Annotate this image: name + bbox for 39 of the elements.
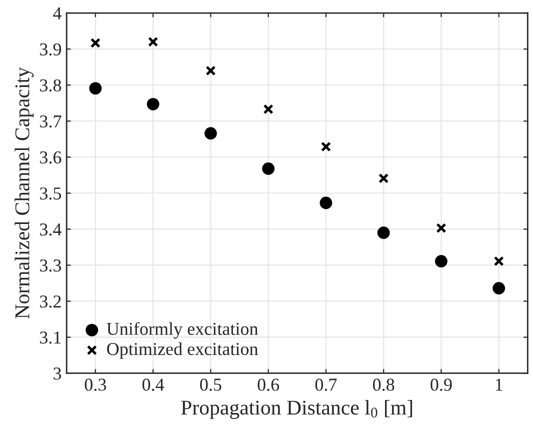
y-tick-label: 3.9 — [40, 43, 62, 56]
point — [435, 255, 448, 268]
y-tick-label: 4 — [53, 7, 62, 20]
y-tick-label: 3.2 — [40, 296, 61, 308]
point — [146, 98, 160, 110]
y-tick-label: 3.8 — [40, 79, 62, 92]
point — [148, 36, 158, 47]
x-tick-label: 0.7 — [315, 378, 337, 391]
x-tick-label: 0.9 — [430, 378, 452, 391]
point — [204, 127, 217, 140]
x-axis-title: Propagation Distance l$_{0}$ [m] — [181, 400, 412, 419]
x-tick-label: 1 — [496, 378, 502, 391]
legend-label: Optimized excitation — [107, 342, 258, 359]
point — [378, 173, 389, 184]
y-tick-label: 3.3 — [40, 259, 62, 272]
point — [89, 82, 102, 95]
point — [494, 256, 504, 266]
point — [262, 162, 275, 175]
y-tick-label: 3.5 — [40, 187, 62, 200]
point — [492, 282, 506, 294]
x-tick-label: 0.3 — [84, 378, 106, 391]
y-tick-label: 3.1 — [40, 332, 61, 344]
point — [320, 142, 332, 152]
y-tick-label: 3 — [54, 368, 62, 380]
x-tick-label: 0.5 — [200, 378, 222, 391]
x-tick-label: 0.6 — [258, 378, 280, 391]
x-tick-label: 0.8 — [372, 378, 394, 391]
x-tick-label: 0.4 — [142, 378, 164, 391]
point — [320, 196, 332, 210]
point — [377, 226, 390, 239]
y-axis-title: Normalized Channel Capacity — [14, 67, 34, 319]
legend-label: Uniformly excitation — [106, 322, 258, 339]
y-tick-label: 3.6 — [40, 151, 62, 164]
point — [436, 223, 446, 234]
point — [206, 66, 216, 76]
point — [90, 38, 100, 48]
y-tick-label: 3.7 — [40, 115, 62, 128]
y-tick-label: 3.4 — [40, 223, 62, 236]
point — [263, 104, 274, 114]
